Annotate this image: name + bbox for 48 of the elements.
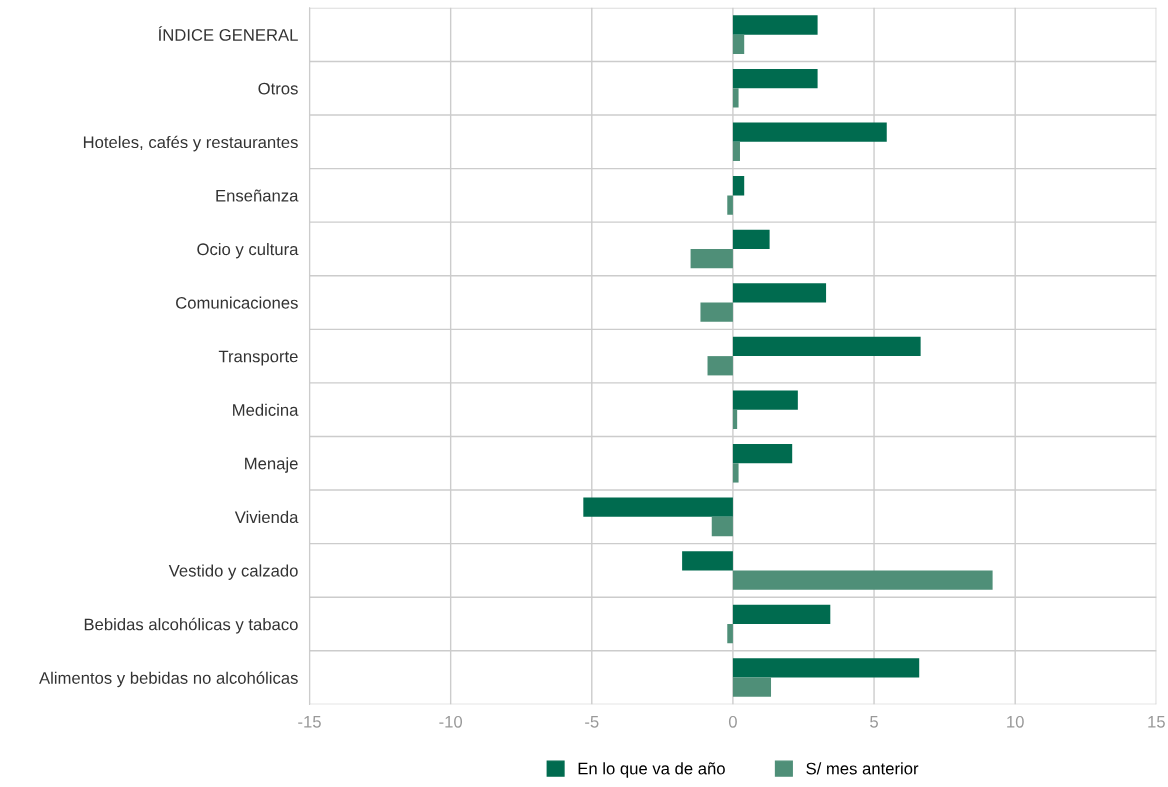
y-tick-label: Enseñanza (216, 189, 299, 202)
bar (732, 604, 831, 624)
y-tick-label: Alimentos y bebidas no alcohólicas (39, 671, 298, 688)
bar (732, 463, 739, 483)
bar (690, 248, 733, 269)
bar (732, 15, 818, 35)
x-tick-label: 15 (1148, 716, 1165, 728)
y-tick-label: Comunicaciones (176, 296, 298, 309)
bar (732, 229, 770, 249)
x-tick-label: -5 (585, 716, 599, 728)
y-tick-label: Hoteles, cafés y restaurantes (83, 135, 298, 152)
bar (732, 443, 793, 464)
x-tick-label: 10 (1007, 715, 1024, 728)
y-tick-label: Bebidas alcohólicas y tabaco (84, 617, 298, 634)
bar (707, 356, 733, 376)
bar (732, 176, 745, 196)
bar (682, 551, 733, 571)
bar (732, 336, 921, 357)
x-tick-label: 0 (728, 715, 737, 728)
bar (732, 88, 739, 108)
bar (727, 624, 733, 644)
y-tick-label: Menaje (245, 457, 298, 473)
y-tick-label: Otros (258, 82, 298, 95)
bar (700, 302, 733, 322)
bar (732, 122, 887, 142)
bar (732, 390, 798, 410)
y-tick-label: Vivienda (234, 510, 299, 524)
bar (732, 570, 993, 590)
bar (727, 195, 733, 215)
legend-label: En lo que va de año (578, 762, 725, 778)
bar (732, 34, 745, 54)
bar (732, 141, 740, 162)
x-tick-label: -15 (298, 716, 321, 728)
bar (732, 68, 818, 89)
x-tick-label: -10 (439, 715, 463, 728)
x-tick-label: 5 (870, 716, 878, 728)
y-tick-label: Ocio y cultura (197, 242, 299, 259)
bar (583, 497, 733, 517)
bar (732, 283, 827, 303)
y-tick-label: Vestido y calzado (168, 564, 298, 580)
y-tick-label: ÍNDICE GENERAL (158, 26, 298, 41)
bar (711, 516, 733, 537)
bar (732, 409, 738, 429)
y-tick-label: Transporte (218, 350, 298, 366)
y-tick-label: Medicina (233, 403, 299, 416)
bar (732, 658, 920, 678)
bar (732, 677, 772, 697)
legend-label: S/ mes anterior (806, 762, 919, 775)
